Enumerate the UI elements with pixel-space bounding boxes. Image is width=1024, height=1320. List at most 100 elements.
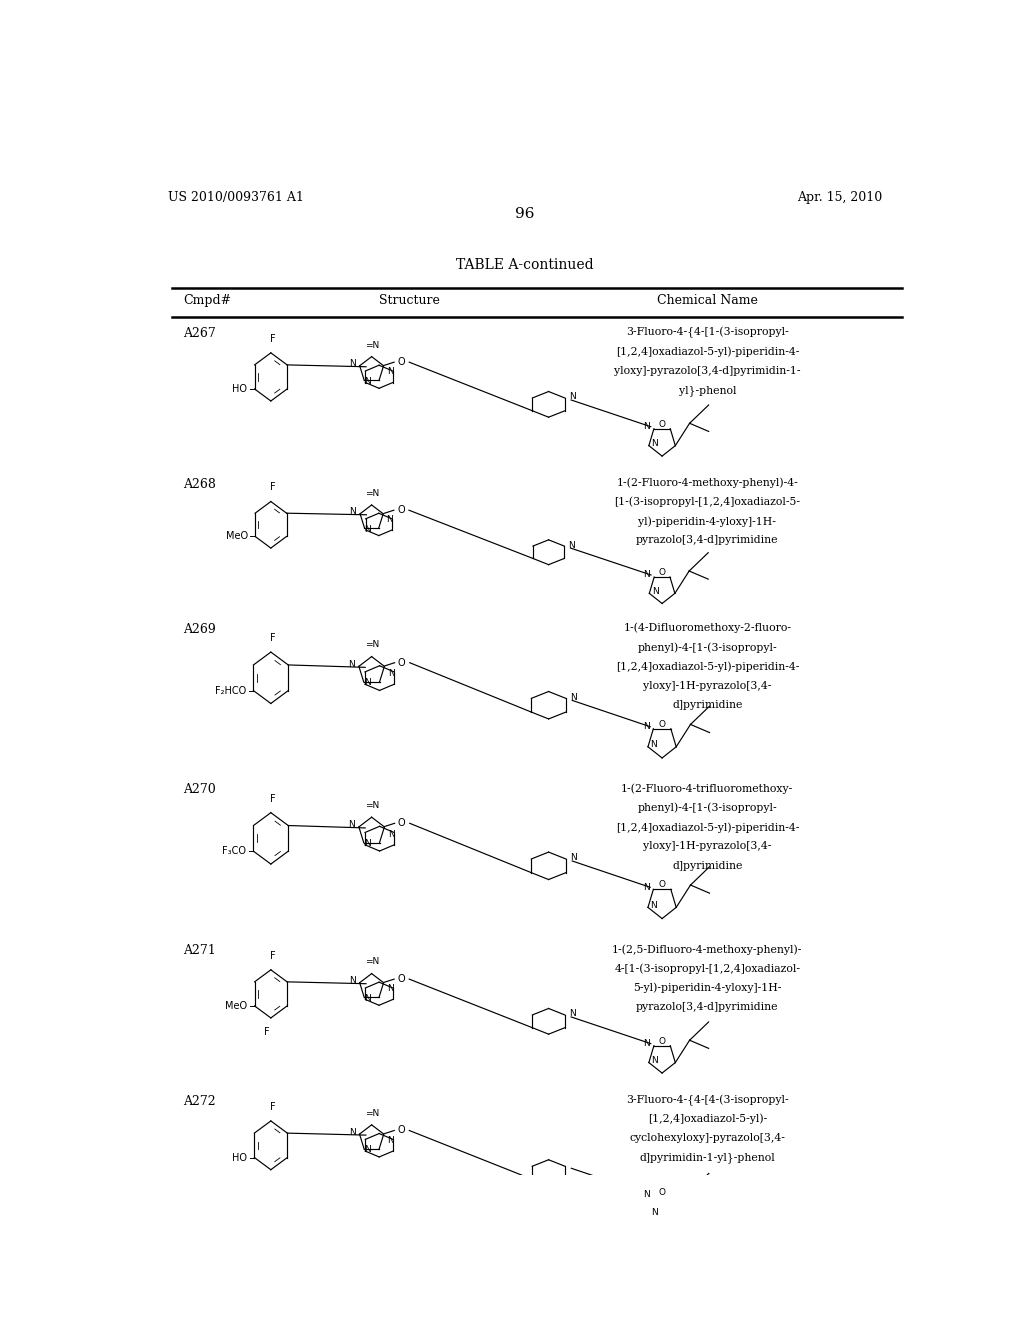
Text: Structure: Structure bbox=[379, 293, 440, 306]
Text: 1-(2-Fluoro-4-trifluoromethoxy-: 1-(2-Fluoro-4-trifluoromethoxy- bbox=[622, 784, 794, 795]
Text: O: O bbox=[397, 506, 404, 515]
Text: N: N bbox=[643, 570, 650, 579]
Text: O: O bbox=[658, 1188, 666, 1197]
Text: cyclohexyloxy]-pyrazolo[3,4-: cyclohexyloxy]-pyrazolo[3,4- bbox=[630, 1133, 785, 1143]
Text: 1-(2-Fluoro-4-methoxy-phenyl)-4-: 1-(2-Fluoro-4-methoxy-phenyl)-4- bbox=[616, 478, 798, 488]
Text: A270: A270 bbox=[183, 784, 216, 796]
Text: N: N bbox=[651, 440, 658, 447]
Text: N: N bbox=[364, 678, 371, 686]
Text: N: N bbox=[569, 854, 577, 862]
Text: =N: =N bbox=[366, 488, 380, 498]
Text: O: O bbox=[658, 420, 666, 429]
Text: N: N bbox=[388, 830, 395, 838]
Text: 96: 96 bbox=[515, 207, 535, 222]
Text: N: N bbox=[349, 1127, 355, 1137]
Text: F₂HCO: F₂HCO bbox=[215, 685, 247, 696]
Text: phenyl)-4-[1-(3-isopropyl-: phenyl)-4-[1-(3-isopropyl- bbox=[638, 643, 777, 653]
Text: O: O bbox=[658, 568, 666, 577]
Text: F: F bbox=[270, 793, 276, 804]
Text: N: N bbox=[348, 820, 355, 829]
Text: 5-yl)-piperidin-4-yloxy]-1H-: 5-yl)-piperidin-4-yloxy]-1H- bbox=[633, 982, 781, 993]
Text: d]pyrimidin-1-yl}-phenol: d]pyrimidin-1-yl}-phenol bbox=[639, 1152, 775, 1163]
Text: O: O bbox=[397, 1126, 406, 1135]
Text: HO: HO bbox=[232, 384, 248, 393]
Text: N: N bbox=[643, 883, 649, 892]
Text: TABLE A-continued: TABLE A-continued bbox=[456, 257, 594, 272]
Text: F: F bbox=[264, 1027, 269, 1038]
Text: N: N bbox=[349, 977, 355, 985]
Text: N: N bbox=[349, 507, 356, 516]
Text: N: N bbox=[568, 540, 574, 549]
Text: US 2010/0093761 A1: US 2010/0093761 A1 bbox=[168, 191, 303, 203]
Text: N: N bbox=[643, 722, 649, 731]
Text: A271: A271 bbox=[183, 944, 216, 957]
Text: N: N bbox=[364, 838, 371, 847]
Text: yloxy]-pyrazolo[3,4-d]pyrimidin-1-: yloxy]-pyrazolo[3,4-d]pyrimidin-1- bbox=[614, 366, 801, 376]
Text: [1,2,4]oxadiazol-5-yl)-: [1,2,4]oxadiazol-5-yl)- bbox=[648, 1114, 767, 1125]
Text: N: N bbox=[388, 669, 395, 678]
Text: [1,2,4]oxadiazol-5-yl)-piperidin-4-: [1,2,4]oxadiazol-5-yl)-piperidin-4- bbox=[615, 822, 799, 833]
Text: A268: A268 bbox=[183, 478, 216, 491]
Text: [1,2,4]oxadiazol-5-yl)-piperidin-4-: [1,2,4]oxadiazol-5-yl)-piperidin-4- bbox=[615, 661, 799, 672]
Text: Apr. 15, 2010: Apr. 15, 2010 bbox=[797, 191, 882, 203]
Text: N: N bbox=[650, 741, 657, 750]
Text: O: O bbox=[658, 1036, 666, 1045]
Text: N: N bbox=[568, 392, 575, 401]
Text: F₃CO: F₃CO bbox=[222, 846, 247, 857]
Text: N: N bbox=[365, 525, 372, 533]
Text: [1-(3-isopropyl-[1,2,4]oxadiazol-5-: [1-(3-isopropyl-[1,2,4]oxadiazol-5- bbox=[614, 496, 801, 507]
Text: N: N bbox=[651, 1208, 657, 1217]
Text: =N: =N bbox=[366, 801, 380, 810]
Text: yloxy]-1H-pyrazolo[3,4-: yloxy]-1H-pyrazolo[3,4- bbox=[643, 841, 771, 851]
Text: O: O bbox=[398, 657, 406, 668]
Text: 3-Fluoro-4-{4-[1-(3-isopropyl-: 3-Fluoro-4-{4-[1-(3-isopropyl- bbox=[626, 327, 788, 338]
Text: 1-(2,5-Difluoro-4-methoxy-phenyl)-: 1-(2,5-Difluoro-4-methoxy-phenyl)- bbox=[612, 944, 803, 954]
Text: yl)-piperidin-4-yloxy]-1H-: yl)-piperidin-4-yloxy]-1H- bbox=[638, 516, 776, 527]
Text: O: O bbox=[397, 358, 406, 367]
Text: N: N bbox=[365, 378, 371, 385]
Text: O: O bbox=[658, 880, 666, 890]
Text: O: O bbox=[398, 818, 406, 828]
Text: N: N bbox=[643, 1191, 650, 1200]
Text: N: N bbox=[365, 994, 371, 1003]
Text: N: N bbox=[650, 900, 657, 909]
Text: 4-[1-(3-isopropyl-[1,2,4]oxadiazol-: 4-[1-(3-isopropyl-[1,2,4]oxadiazol- bbox=[614, 964, 801, 974]
Text: F: F bbox=[270, 482, 276, 492]
Text: MeO: MeO bbox=[226, 532, 248, 541]
Text: F: F bbox=[270, 950, 276, 961]
Text: Cmpd#: Cmpd# bbox=[183, 293, 231, 306]
Text: N: N bbox=[349, 359, 355, 368]
Text: d]pyrimidine: d]pyrimidine bbox=[672, 861, 742, 871]
Text: F: F bbox=[270, 1102, 276, 1111]
Text: N: N bbox=[569, 693, 577, 702]
Text: phenyl)-4-[1-(3-isopropyl-: phenyl)-4-[1-(3-isopropyl- bbox=[638, 803, 777, 813]
Text: F: F bbox=[270, 632, 276, 643]
Text: N: N bbox=[651, 587, 658, 595]
Text: N: N bbox=[387, 985, 393, 994]
Text: pyrazolo[3,4-d]pyrimidine: pyrazolo[3,4-d]pyrimidine bbox=[636, 536, 778, 545]
Text: Chemical Name: Chemical Name bbox=[656, 293, 758, 306]
Text: [1,2,4]oxadiazol-5-yl)-piperidin-4-: [1,2,4]oxadiazol-5-yl)-piperidin-4- bbox=[615, 346, 799, 356]
Text: 3-Fluoro-4-{4-[4-(3-isopropyl-: 3-Fluoro-4-{4-[4-(3-isopropyl- bbox=[626, 1094, 788, 1106]
Text: =N: =N bbox=[366, 957, 380, 966]
Text: N: N bbox=[348, 660, 355, 669]
Text: HO: HO bbox=[232, 1152, 247, 1163]
Text: N: N bbox=[386, 515, 393, 524]
Text: O: O bbox=[658, 719, 666, 729]
Text: F: F bbox=[270, 334, 276, 343]
Text: =N: =N bbox=[366, 640, 380, 649]
Text: N: N bbox=[643, 1039, 650, 1048]
Text: =N: =N bbox=[366, 1109, 380, 1118]
Text: yloxy]-1H-pyrazolo[3,4-: yloxy]-1H-pyrazolo[3,4- bbox=[643, 681, 771, 690]
Text: N: N bbox=[387, 367, 393, 376]
Text: O: O bbox=[397, 974, 406, 985]
Text: A267: A267 bbox=[183, 327, 216, 341]
Text: 1-(4-Difluoromethoxy-2-fluoro-: 1-(4-Difluoromethoxy-2-fluoro- bbox=[624, 623, 792, 634]
Text: yl}-phenol: yl}-phenol bbox=[679, 385, 736, 396]
Text: N: N bbox=[643, 422, 650, 432]
Text: N: N bbox=[365, 1146, 371, 1155]
Text: pyrazolo[3,4-d]pyrimidine: pyrazolo[3,4-d]pyrimidine bbox=[636, 1002, 778, 1012]
Text: N: N bbox=[568, 1010, 575, 1019]
Text: =N: =N bbox=[366, 341, 380, 350]
Text: N: N bbox=[387, 1137, 394, 1144]
